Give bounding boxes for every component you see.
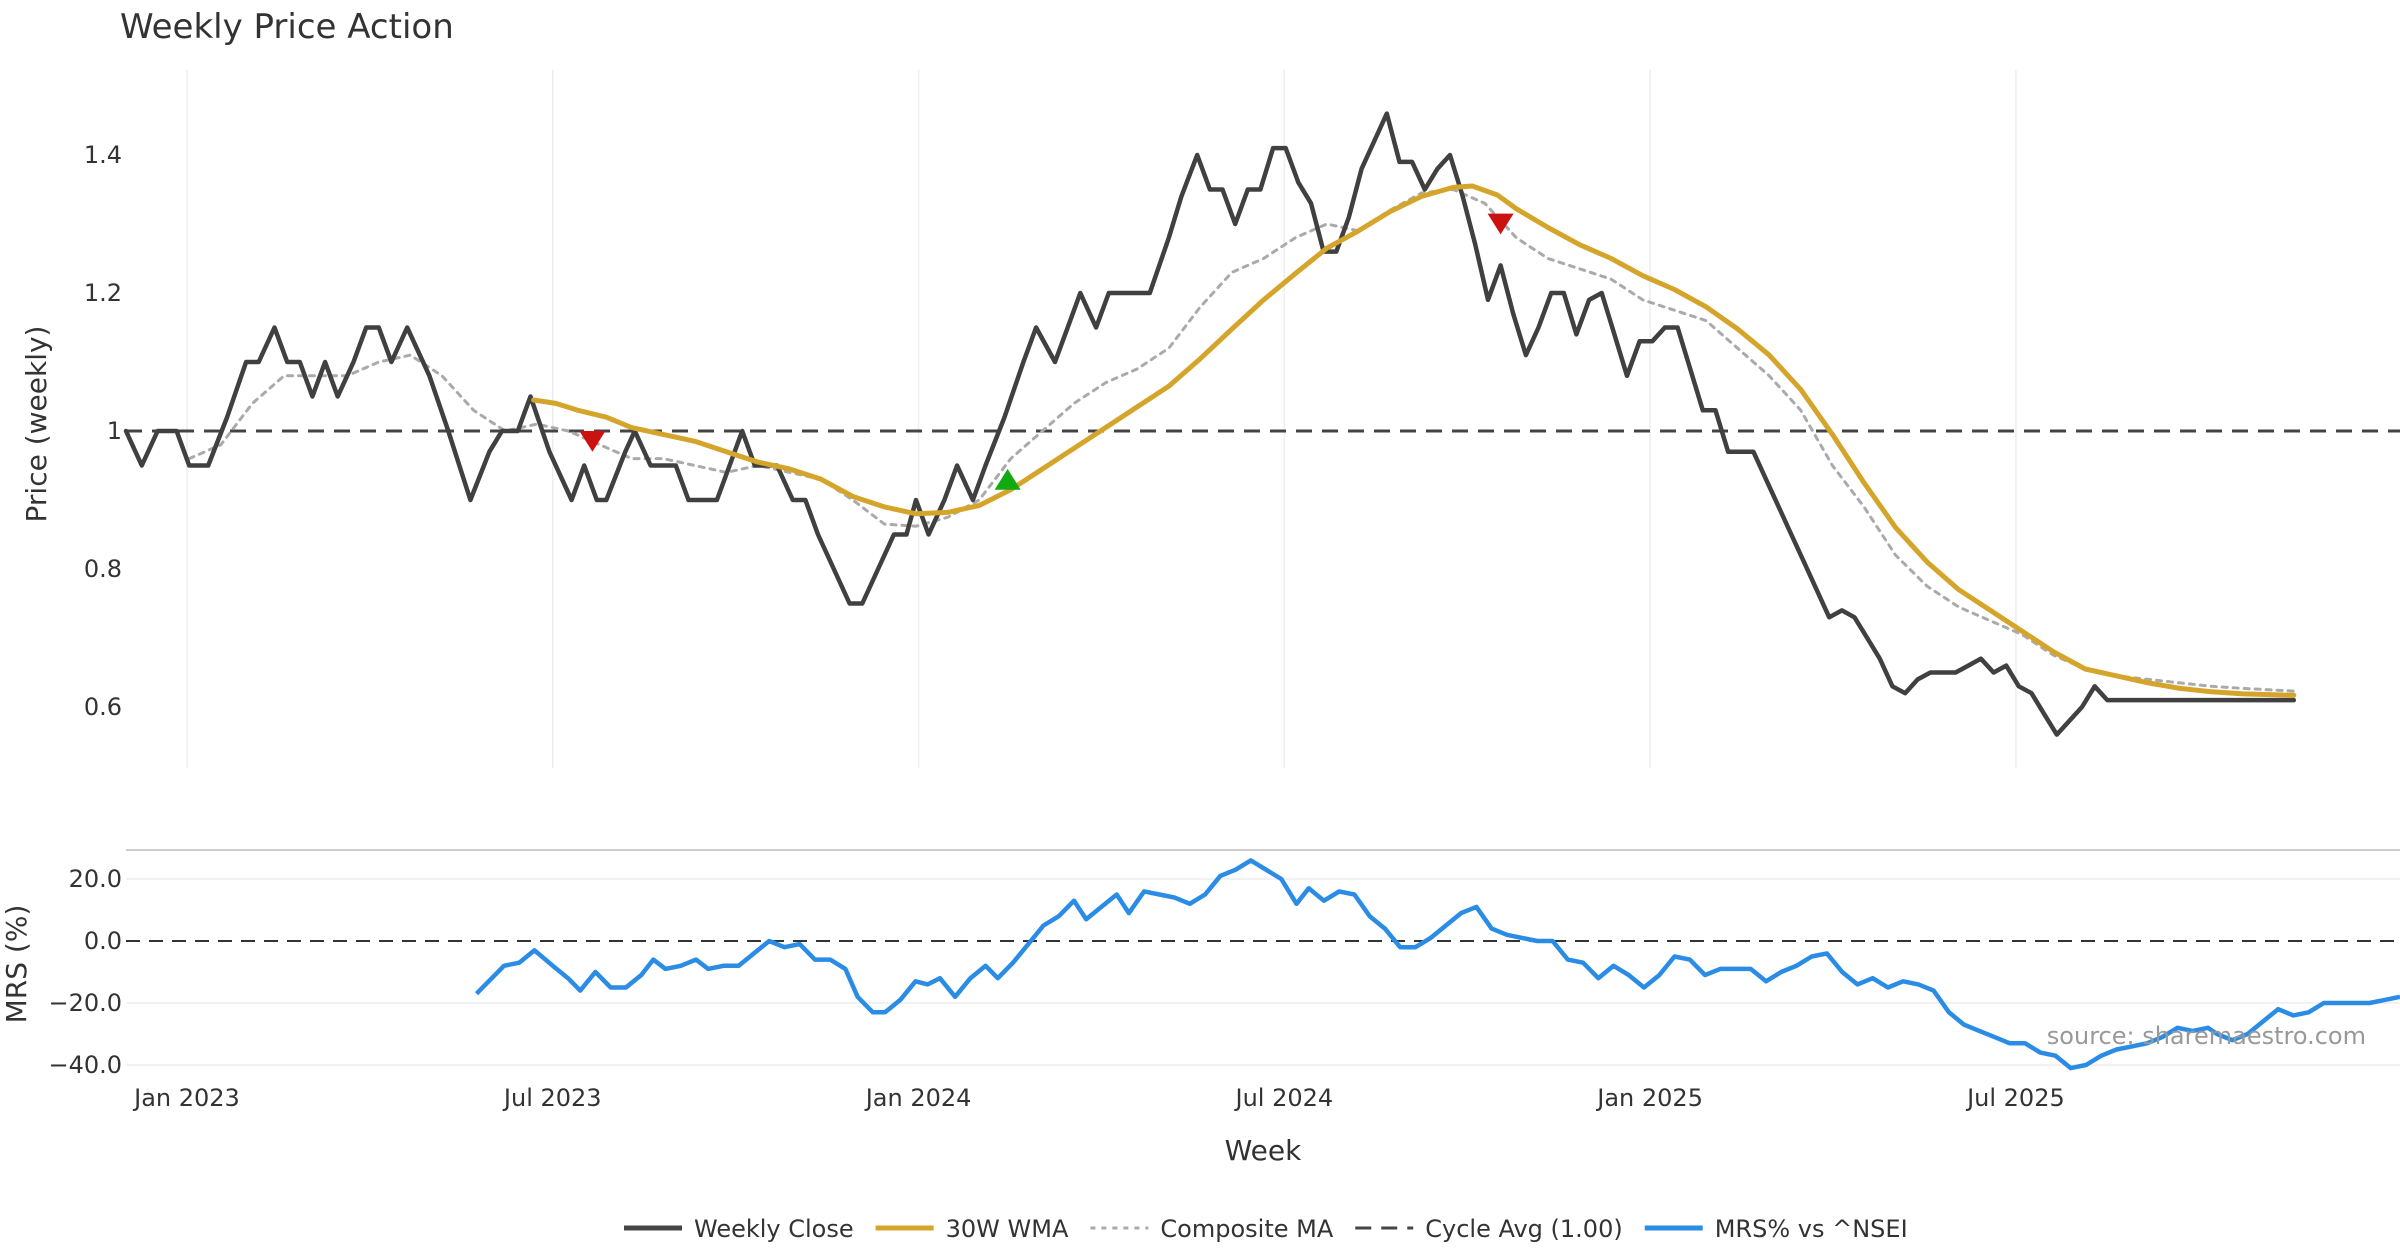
price-series (123, 111, 2297, 737)
x-tick-label: Jan 2023 (132, 1084, 240, 1112)
mrs-ytick-label: 0.0 (84, 927, 122, 955)
composite-ma-line (187, 188, 2296, 693)
source-watermark: source: sharemaestro.com (2047, 1022, 2366, 1050)
price-gridlines (186, 70, 2017, 768)
price-y-axis-label: Price (weekly) (20, 326, 53, 523)
legend-label: MRS% vs ^NSEI (1715, 1215, 1908, 1243)
sell-signal-marker (1487, 213, 1514, 235)
x-tick-label: Jul 2023 (502, 1084, 602, 1112)
price-y-axis: 0.6 0.8 1.2 1.4 1 (84, 141, 122, 721)
price-ytick-label: 1.4 (84, 141, 122, 169)
legend-label: Composite MA (1160, 1215, 1333, 1243)
legend-label: 30W WMA (946, 1215, 1069, 1243)
price-panel: 0.6 0.8 1.2 1.4 1 Price (weekly) (20, 70, 2400, 768)
weekly-close-line (123, 111, 2297, 737)
x-tick-label: Jul 2025 (1965, 1084, 2065, 1112)
wma-30w-line (531, 183, 2297, 698)
mrs-series (474, 858, 2400, 1071)
legend-label: Weekly Close (694, 1215, 854, 1243)
x-tick-label: Jan 2024 (864, 1084, 972, 1112)
price-ytick-label: 0.8 (84, 555, 122, 583)
mrs-ytick-label: −20.0 (48, 989, 122, 1017)
mrs-panel: 20.0 0.0 −20.0 −40.0 MRS (%) source: sharem… (0, 849, 2400, 1079)
mrs-gridlines (126, 878, 2400, 1066)
sell-signal-marker (579, 430, 606, 452)
chart-title: Weekly Price Action (120, 7, 454, 47)
signal-markers (579, 213, 1514, 490)
price-ytick-label: 1.2 (84, 279, 122, 307)
x-tick-label: Jan 2025 (1595, 1084, 1703, 1112)
legend: Weekly Close 30W WMA Composite MA Cycle Avg… (624, 1215, 1908, 1243)
mrs-ytick-label: −40.0 (48, 1051, 122, 1079)
x-axis: Jan 2023 Jul 2023 Jan 2024 Jul 2024 Jan 2025… (132, 1084, 2065, 1112)
mrs-y-axis-label: MRS (%) (0, 905, 33, 1024)
mrs-line (474, 858, 2400, 1071)
buy-signal-marker (994, 468, 1021, 490)
mrs-ytick-label: 20.0 (69, 865, 122, 893)
legend-label: Cycle Avg (1.00) (1425, 1215, 1622, 1243)
price-ytick-label: 0.6 (84, 693, 122, 721)
price-ytick-label: 1 (107, 417, 122, 445)
x-axis-label: Week (1225, 1134, 1302, 1167)
mrs-y-axis: 20.0 0.0 −20.0 −40.0 (48, 865, 122, 1079)
x-tick-label: Jul 2024 (1234, 1084, 1334, 1112)
